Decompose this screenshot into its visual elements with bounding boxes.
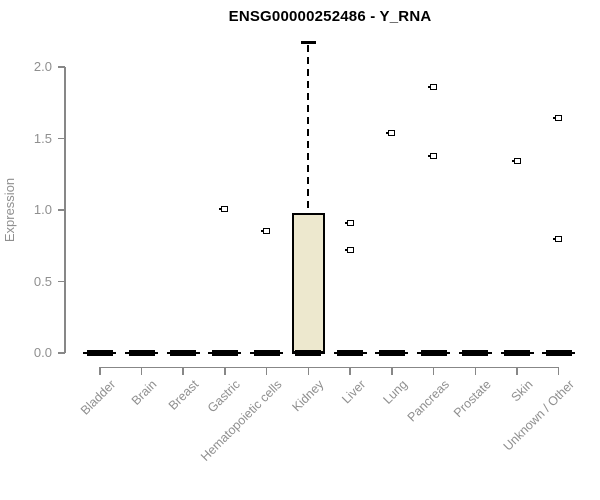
boxplot-box — [291, 212, 325, 353]
x-category-label: Bladder — [77, 377, 119, 418]
median-line — [295, 350, 322, 356]
outlier-point — [428, 152, 438, 159]
x-axis-tick — [557, 366, 560, 375]
x-axis-tick — [265, 366, 268, 375]
x-category-label: Breast — [165, 377, 202, 413]
outlier-point — [261, 228, 271, 235]
outlier-point — [553, 235, 563, 242]
x-axis-tick — [140, 366, 143, 375]
y-tick-label: 1.5 — [33, 130, 52, 146]
outlier-point — [344, 219, 354, 226]
x-axis-tick — [391, 366, 393, 375]
y-tick-label: 0.0 — [33, 345, 52, 360]
y-axis-tick — [58, 352, 65, 354]
y-tick-label: 1.0 — [33, 202, 52, 217]
outlier-point — [344, 247, 354, 254]
x-axis-tick — [349, 366, 351, 375]
y-axis-tick — [58, 280, 65, 283]
median-line — [378, 350, 405, 356]
x-category-label: Lung — [380, 377, 411, 407]
y-axis-line — [64, 67, 66, 353]
y-axis-tick — [58, 137, 65, 140]
outlier-point — [511, 158, 521, 165]
whisker-cap — [300, 41, 316, 44]
x-axis-tick — [516, 366, 518, 375]
median-line — [211, 350, 238, 356]
x-category-label: Pancreas — [404, 377, 452, 425]
median-line — [170, 350, 197, 356]
outlier-point — [219, 205, 229, 212]
x-category-label: Gastric — [205, 377, 244, 416]
median-line — [128, 350, 155, 356]
outlier-point — [553, 115, 563, 122]
x-axis-line — [99, 366, 560, 369]
median-line — [253, 350, 280, 356]
y-axis-tick — [58, 66, 65, 68]
x-axis-tick — [474, 366, 477, 375]
median-line — [504, 350, 530, 356]
x-axis-tick — [307, 366, 310, 375]
upper-whisker — [307, 45, 310, 212]
x-category-label: Kidney — [289, 377, 327, 415]
chart-title: ENSG00000252486 - Y_RNA — [228, 8, 432, 25]
x-axis-tick — [182, 366, 184, 375]
y-tick-label: 0.5 — [33, 273, 52, 289]
median-line — [545, 350, 572, 356]
median-line — [337, 350, 364, 356]
x-category-label: Liver — [339, 377, 369, 407]
outlier-point — [386, 129, 396, 136]
x-axis-tick — [99, 366, 101, 375]
median-line — [462, 350, 489, 356]
x-category-label: Brain — [129, 377, 160, 408]
median-line — [86, 350, 113, 356]
x-axis-tick — [432, 366, 435, 375]
y-tick-label: 2.0 — [33, 59, 52, 74]
x-category-label: Skin — [508, 377, 536, 405]
x-category-label: Prostate — [450, 377, 494, 421]
x-category-label: Hematopoietic cells — [198, 377, 285, 464]
median-line — [420, 350, 447, 356]
y-axis-tick — [58, 209, 65, 211]
x-axis-tick — [224, 366, 226, 375]
outlier-point — [428, 84, 438, 91]
